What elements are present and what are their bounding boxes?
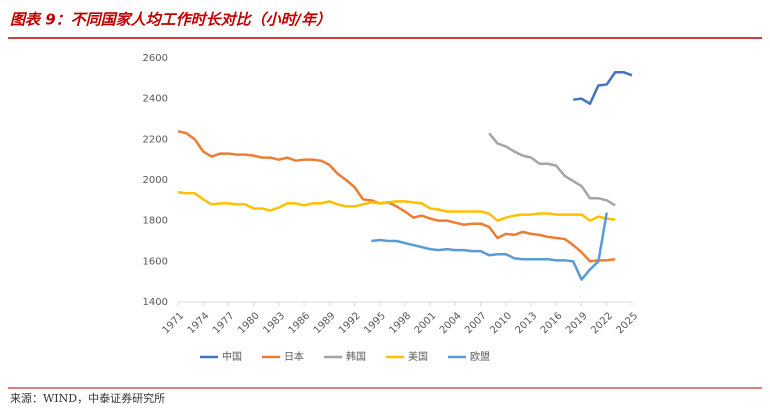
x-tick-label: 2007 — [463, 310, 489, 336]
x-tick-label: 1998 — [387, 310, 413, 336]
x-tick-label: 1974 — [186, 310, 212, 336]
x-tick-label: 2019 — [564, 310, 590, 336]
legend-label: 欧盟 — [470, 351, 490, 363]
y-tick-label: 2400 — [143, 94, 168, 105]
legend-label: 中国 — [222, 350, 242, 363]
series-line — [488, 132, 616, 207]
x-tick-label: 2016 — [539, 310, 565, 336]
x-tick-label: 2001 — [413, 310, 439, 336]
x-tick-label: 1980 — [236, 310, 262, 336]
x-tick-label: 1989 — [312, 310, 338, 336]
legend-label: 美国 — [408, 350, 428, 363]
x-tick-label: 2010 — [488, 310, 514, 336]
legend-label: 日本 — [284, 350, 304, 363]
y-tick-label: 2600 — [143, 53, 168, 64]
x-tick-label: 2025 — [614, 310, 640, 336]
x-tick-label: 2004 — [438, 310, 464, 336]
series-line — [572, 70, 633, 105]
x-tick-label: 1971 — [160, 310, 186, 336]
series-line — [371, 212, 609, 281]
y-tick-label: 1800 — [143, 216, 168, 227]
source: 来源：WIND，中泰证券研究所 — [10, 391, 165, 405]
y-tick-label: 2200 — [143, 134, 168, 145]
y-tick-label: 1400 — [143, 297, 168, 308]
x-tick-label: 2013 — [514, 310, 540, 336]
series-line — [177, 129, 616, 263]
chart-title: 图表 9：不同国家人均工作时长对比（小时/年） — [10, 11, 331, 29]
x-tick-label: 1986 — [287, 310, 313, 336]
y-tick-label: 2000 — [143, 175, 168, 186]
y-tick-label: 1600 — [143, 256, 168, 267]
x-tick-label: 1983 — [261, 310, 287, 336]
x-tick-label: 1977 — [211, 310, 237, 336]
series-line — [177, 190, 616, 222]
x-tick-label: 1992 — [337, 310, 363, 336]
legend-label: 韩国 — [346, 350, 366, 363]
x-tick-label: 1995 — [362, 310, 388, 336]
x-tick-label: 2022 — [589, 310, 615, 336]
